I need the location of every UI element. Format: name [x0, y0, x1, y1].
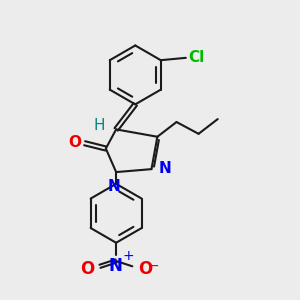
Text: N: N [108, 256, 122, 274]
Text: −: − [148, 259, 160, 273]
Text: N: N [107, 178, 120, 194]
Text: H: H [94, 118, 105, 134]
Text: O: O [80, 260, 94, 278]
Text: +: + [122, 249, 134, 263]
Text: O: O [138, 260, 152, 278]
Text: N: N [159, 161, 172, 176]
Text: O: O [68, 135, 81, 150]
Text: Cl: Cl [188, 50, 204, 65]
